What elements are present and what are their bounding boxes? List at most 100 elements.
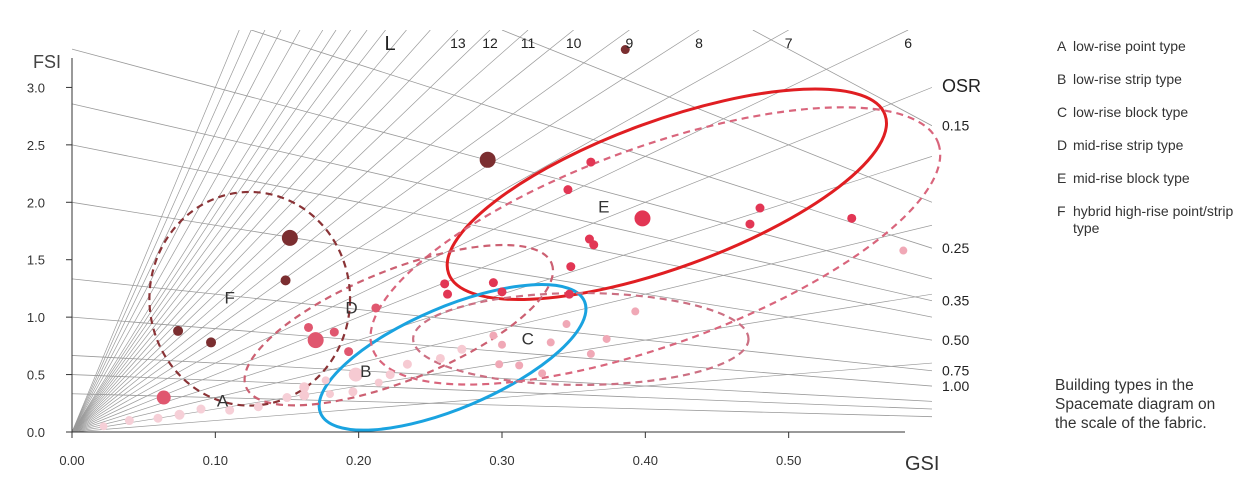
x-axis-label: GSI	[905, 453, 939, 475]
l-line-extra-16	[72, 30, 386, 432]
point-c-7	[495, 360, 504, 369]
y-tick-label-3: 1.5	[27, 253, 45, 268]
legend-key-a: A	[1057, 38, 1067, 54]
legend-key-d: D	[1057, 137, 1068, 153]
x-tick-label-1: 0.10	[203, 453, 228, 468]
ellipse-mid-rise-block-solid	[445, 87, 888, 302]
osr-line-0.75-label: 0.75	[942, 363, 969, 379]
spacemate-plot: 0.00 0.10 0.20 0.30 0.40 0.50 0.0 0.5 1.0 1.5 2.0 2…	[27, 30, 981, 475]
l-line-extra-5	[72, 87, 932, 432]
legend-text-b: low-rise strip type	[1073, 71, 1182, 87]
point-f-5	[206, 337, 217, 348]
point-b-5	[348, 387, 358, 397]
l-line-9-label: 9	[626, 35, 634, 51]
l-line-7-label: 7	[785, 35, 793, 51]
point-a-3	[196, 404, 206, 414]
osr-line-0.35	[72, 103, 932, 302]
caption: Building types in the Spacemate diagram …	[1055, 377, 1216, 432]
point-b-9	[321, 376, 330, 385]
point-d-4	[344, 347, 354, 357]
point-c-9	[538, 369, 547, 378]
region-label-d: D	[345, 299, 357, 318]
legend-text-f: hybrid high-rise point/strip type	[1073, 203, 1234, 236]
l-axis-label: L	[384, 33, 395, 55]
point-e-12	[497, 287, 507, 297]
point-c-10	[899, 246, 908, 255]
point-a-6	[282, 393, 292, 403]
point-e-7	[745, 219, 755, 229]
point-f-2	[281, 229, 298, 246]
ellipse-hybrid-dashed	[148, 190, 352, 407]
osr-line-0.15	[752, 30, 932, 127]
osr-line-0.35-label: 0.35	[942, 293, 969, 309]
legend-text-a: low-rise point type	[1073, 38, 1186, 54]
l-line-11	[72, 30, 529, 432]
y-tick-label-1: 0.5	[27, 368, 45, 383]
l-line-8-label: 8	[695, 35, 703, 51]
point-c-5	[602, 334, 611, 343]
region-label-a: A	[217, 392, 229, 411]
y-tick-label-4: 2.0	[27, 195, 45, 210]
osr-line-0.50	[72, 201, 932, 341]
x-tick-label-2: 0.20	[346, 453, 371, 468]
ellipse-low-rise-strip-solid	[317, 283, 588, 432]
point-a-0	[124, 416, 134, 426]
ellipse-mid-rise-strip-dashed	[243, 243, 555, 407]
l-line-extra-30	[72, 30, 240, 432]
l-line-13	[72, 30, 459, 432]
point-c-6	[586, 349, 595, 358]
point-b-4	[457, 344, 467, 354]
osr-line-extra-0.2	[501, 30, 932, 203]
point-f-0	[620, 45, 630, 55]
legend-text-d: mid-rise strip type	[1073, 137, 1184, 153]
region-label-e: E	[598, 198, 609, 217]
l-line-8	[72, 30, 700, 432]
point-a-1	[153, 413, 163, 423]
legend: A low-rise point type B low-rise strip t…	[1057, 38, 1235, 253]
l-line-extra-19	[72, 30, 337, 432]
l-line-12	[72, 30, 491, 432]
l-line-11-label: 11	[521, 35, 536, 51]
osr-line-1.00-label: 1.00	[942, 378, 969, 394]
osr-line-0.15-label: 0.15	[942, 118, 969, 134]
osr-line-1.00	[72, 316, 932, 387]
y-tick-label-2: 1.0	[27, 310, 45, 325]
l-line-extra-20	[72, 30, 324, 432]
l-line-10-label: 10	[566, 35, 582, 51]
l-line-extra-17	[72, 30, 368, 432]
point-b-0	[348, 367, 363, 382]
region-label-f: F	[224, 288, 234, 307]
l-line-extra-24	[72, 30, 282, 432]
point-e-11	[488, 278, 498, 288]
y-tick-label-6: 3.0	[27, 80, 45, 95]
point-a-7	[99, 422, 108, 431]
osr-line-extra-3	[72, 393, 932, 418]
osr-line-0.25-label: 0.25	[942, 240, 969, 256]
l-line-12-label: 12	[482, 35, 498, 51]
legend-text-c: low-rise block type	[1073, 104, 1189, 120]
legend-item-e: E mid-rise block type	[1057, 170, 1235, 187]
point-e-13	[564, 289, 574, 299]
l-line-6-label: 6	[904, 35, 912, 51]
osr-line-extra-0.4	[72, 144, 932, 318]
point-a-4	[253, 402, 263, 412]
osr-axis-label: OSR	[942, 76, 981, 96]
legend-item-b: B low-rise strip type	[1057, 71, 1235, 88]
l-line-9	[72, 30, 630, 432]
point-e-8	[847, 213, 857, 223]
y-tick-label-0: 0.0	[27, 425, 45, 440]
point-c-2	[489, 331, 498, 340]
legend-key-e: E	[1057, 170, 1067, 186]
point-d-5	[156, 390, 171, 405]
y-tick-label-5: 2.5	[27, 138, 45, 153]
point-c-0	[562, 320, 571, 329]
point-e-0	[586, 157, 596, 167]
x-tick-label-4: 0.40	[633, 453, 658, 468]
osr-line-extra-1.5	[72, 355, 932, 402]
point-d-3	[307, 332, 324, 349]
point-b-6	[299, 382, 310, 393]
osr-line-0.25	[251, 30, 932, 249]
point-e-10	[443, 289, 453, 299]
ellipse-low-rise-block-dashed	[412, 291, 750, 387]
